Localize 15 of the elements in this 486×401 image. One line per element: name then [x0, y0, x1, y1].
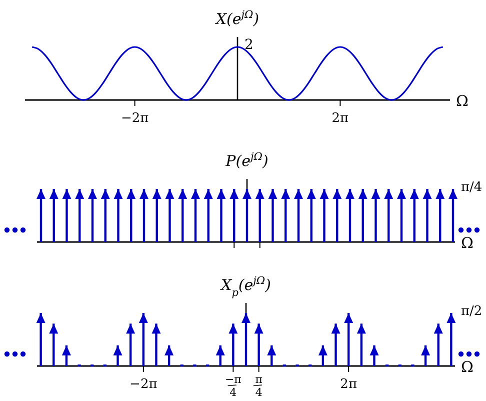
chart-title: X(e$^{jΩ}$) [214, 9, 260, 28]
text: π/2 [461, 304, 482, 319]
x-tick-label: −2π [120, 111, 150, 126]
annotation: 2 [244, 37, 254, 53]
x-tick-label: −π/4 [224, 373, 242, 399]
text: π/4 [461, 180, 482, 195]
x-tick-label: −2π [130, 377, 158, 392]
x-tick-label: 2π [340, 377, 358, 392]
x-tick-label: π/4 [251, 373, 264, 399]
x-axis-title: Ω [461, 358, 474, 376]
chart-title: X$_{p}$(e$^{jΩ}$) [220, 275, 272, 299]
x-axis-title: Ω [456, 92, 468, 110]
chart-title: P(e$^{jΩ}$) [224, 151, 268, 170]
x-tick-label: 2π [332, 111, 350, 126]
x-axis-title: Ω [461, 234, 474, 252]
